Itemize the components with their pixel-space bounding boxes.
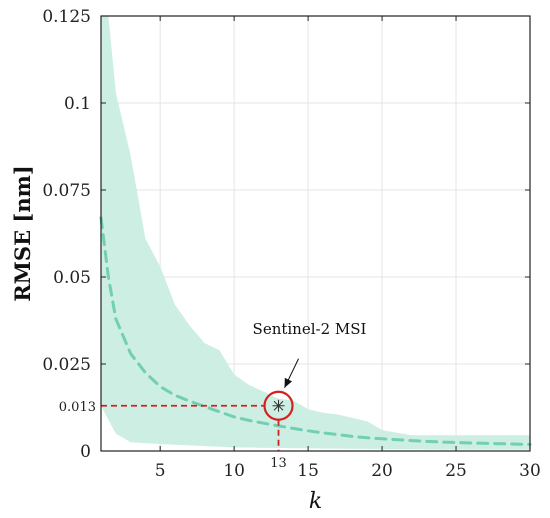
x-tick-label-3: 20 [371,461,393,481]
plot-frame [100,15,531,452]
y-tick-label-2: 0.05 [53,268,91,288]
x-axis-label: k [309,489,322,514]
y-tick-label-5: 0.125 [42,7,91,27]
y-tick-label-3: 0.075 [42,181,91,201]
x-tick-label-2: 15 [297,461,319,481]
highlight-y-label: 0.013 [59,400,96,415]
y-tick-label-0: 0 [80,442,91,462]
highlight-group: Sentinel-2 MSI 13 0.013 [59,320,367,471]
x-tick-label-0: 5 [155,461,166,481]
x-tick-label-1: 10 [223,461,245,481]
star-stroke-3 [273,400,284,411]
axis-ticks: 5 10 15 20 25 30 0 0.025 0.05 0.075 0.1 0.125 [42,7,540,481]
highlight-star-marker [272,399,285,412]
x-tick-label-4: 25 [445,461,467,481]
annotation-label: Sentinel-2 MSI [253,320,367,338]
highlight-x-label: 13 [270,456,287,471]
y-tick-label-1: 0.025 [42,355,91,375]
y-axis-label: RMSE [nm] [10,165,35,302]
highlight-circle [263,390,294,421]
x-tick-label-5: 30 [519,461,541,481]
y-tick-label-4: 0.1 [64,94,91,114]
rmse-range-band [101,16,530,450]
annotation-arrowhead [284,377,293,388]
